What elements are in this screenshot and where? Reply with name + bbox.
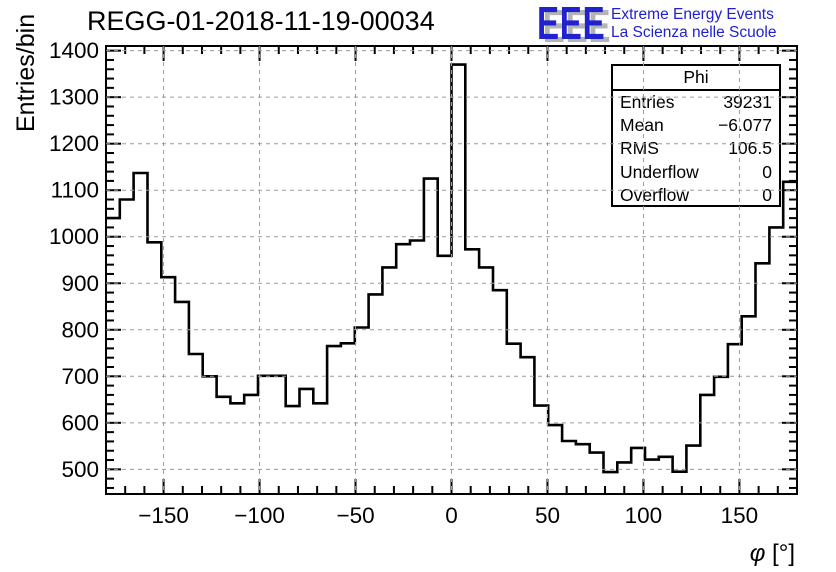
stats-box-title: Phi bbox=[613, 66, 779, 91]
y-tick-label-1000: 1000 bbox=[49, 224, 99, 249]
stats-row-underflow: Underflow 0 bbox=[613, 161, 779, 184]
x-axis-title: φ [°] bbox=[750, 540, 795, 567]
y-tick-label-600: 600 bbox=[61, 410, 99, 435]
stats-label: Underflow bbox=[620, 161, 699, 182]
y-tick-label-500: 500 bbox=[61, 457, 99, 482]
plot-title: REGG-01-2018-11-19-00034 bbox=[87, 6, 435, 36]
stats-label: Mean bbox=[620, 115, 664, 136]
x-tick-label-50: 50 bbox=[535, 503, 560, 528]
eee-logo-taglines: Extreme Energy Events La Scienza nelle S… bbox=[611, 6, 776, 42]
stats-row-rms: RMS 106.5 bbox=[613, 137, 779, 160]
stats-label: Overflow bbox=[620, 184, 690, 205]
y-tick-label-1300: 1300 bbox=[49, 85, 99, 110]
eee-logo-tagline-1: Extreme Energy Events bbox=[611, 6, 774, 23]
y-tick-label-700: 700 bbox=[61, 364, 99, 389]
y-tick-label-1400: 1400 bbox=[49, 38, 99, 63]
stats-box: Phi Entries 39231 Mean −6.077 RMS 106.5 … bbox=[611, 64, 781, 207]
x-tick-label-100: 100 bbox=[625, 503, 663, 528]
y-tick-label-800: 800 bbox=[61, 317, 99, 342]
eee-logo-tagline-2: La Scienza nelle Scuole bbox=[611, 24, 777, 41]
stats-label: RMS bbox=[620, 138, 659, 159]
stats-label: Entries bbox=[620, 92, 675, 113]
x-tick-label--50: −50 bbox=[336, 503, 374, 528]
stats-value: 0 bbox=[762, 161, 772, 182]
stats-value: −6.077 bbox=[717, 115, 772, 136]
stats-value: 106.5 bbox=[728, 138, 772, 159]
stats-value: 39231 bbox=[723, 92, 772, 113]
x-tick-label--100: −100 bbox=[234, 503, 285, 528]
eee-logo-acronym: EEE bbox=[537, 0, 606, 49]
stats-row-entries: Entries 39231 bbox=[613, 91, 779, 114]
stats-row-overflow: Overflow 0 bbox=[613, 184, 779, 207]
y-axis-title: Entries/bin bbox=[12, 14, 40, 132]
y-tick-label-1100: 1100 bbox=[51, 178, 99, 203]
stats-row-mean: Mean −6.077 bbox=[613, 114, 779, 137]
x-tick-label-150: 150 bbox=[721, 503, 759, 528]
eee-logo: EEE Extreme Energy Events La Scienza nel… bbox=[537, 0, 836, 48]
stats-value: 0 bbox=[762, 184, 772, 205]
y-tick-label-900: 900 bbox=[61, 271, 99, 296]
x-tick-label--150: −150 bbox=[138, 503, 189, 528]
x-tick-label-0: 0 bbox=[445, 503, 458, 528]
y-tick-label-1200: 1200 bbox=[49, 131, 99, 156]
